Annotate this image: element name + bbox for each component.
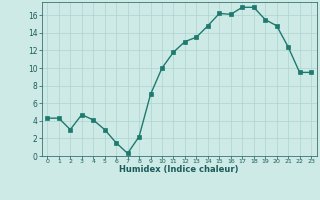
X-axis label: Humidex (Indice chaleur): Humidex (Indice chaleur): [119, 165, 239, 174]
